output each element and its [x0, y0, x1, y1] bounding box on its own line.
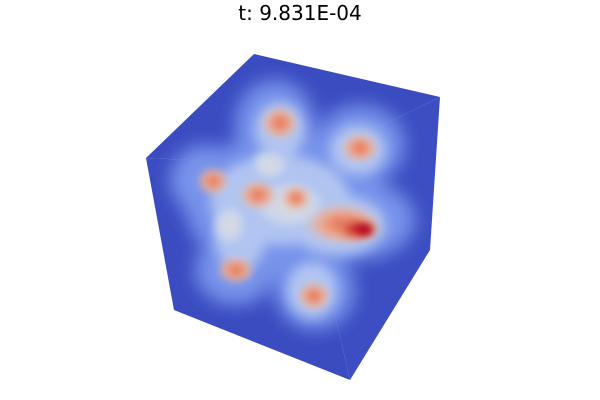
scalar-field — [170, 80, 415, 330]
plot-title: t: 9.831E-04 — [238, 1, 362, 25]
